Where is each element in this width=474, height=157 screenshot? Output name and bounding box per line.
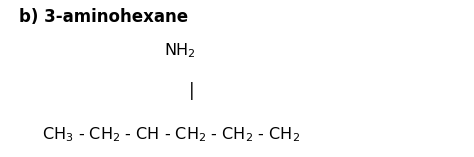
Text: |: |: [189, 82, 195, 100]
Text: CH$_3$ - CH$_2$ - CH - CH$_2$ - CH$_2$ - CH$_2$: CH$_3$ - CH$_2$ - CH - CH$_2$ - CH$_2$ -…: [42, 126, 300, 144]
Text: NH$_2$: NH$_2$: [164, 41, 196, 60]
Text: b) 3-aminohexane: b) 3-aminohexane: [19, 8, 188, 26]
